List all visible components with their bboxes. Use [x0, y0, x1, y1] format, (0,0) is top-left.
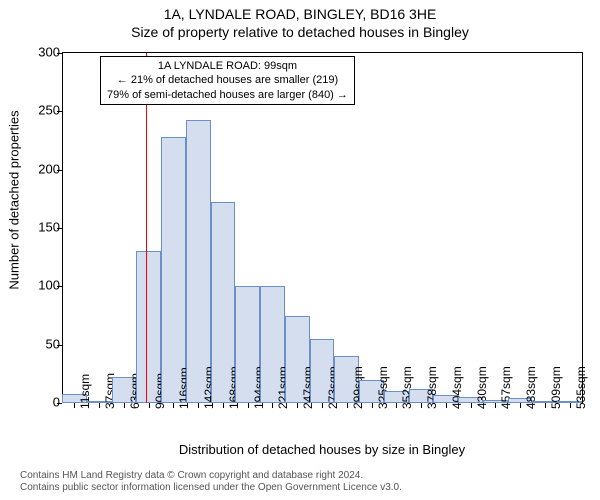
x-tick-mark — [421, 403, 422, 408]
x-tick-mark — [99, 403, 100, 408]
x-tick-mark — [124, 403, 125, 408]
y-tick-label: 50 — [30, 336, 60, 351]
annotation-line: 79% of semi-detached houses are larger (… — [107, 88, 348, 102]
footer-attribution: Contains HM Land Registry data © Crown c… — [20, 470, 402, 494]
x-tick-mark — [471, 403, 472, 408]
y-tick-label: 250 — [30, 103, 60, 118]
x-tick-mark — [297, 403, 298, 408]
x-axis-label: Distribution of detached houses by size … — [62, 442, 582, 457]
y-tick-label: 200 — [30, 161, 60, 176]
x-tick-mark — [149, 403, 150, 408]
annotation-line: ← 21% of detached houses are smaller (21… — [107, 73, 348, 87]
footer-line: Contains HM Land Registry data © Crown c… — [20, 470, 402, 482]
footer-line: Contains public sector information licen… — [20, 482, 402, 494]
x-tick-mark — [396, 403, 397, 408]
reference-line — [146, 53, 147, 403]
x-tick-mark — [570, 403, 571, 408]
x-tick-mark — [545, 403, 546, 408]
x-tick-mark — [520, 403, 521, 408]
histogram-bar — [161, 137, 186, 403]
x-tick-mark — [322, 403, 323, 408]
y-axis-label: Number of detached properties — [7, 25, 22, 375]
x-tick-mark — [372, 403, 373, 408]
y-tick-label: 300 — [30, 45, 60, 60]
y-tick-label: 0 — [30, 395, 60, 410]
y-tick-label: 100 — [30, 278, 60, 293]
x-tick-mark — [495, 403, 496, 408]
x-tick-mark — [74, 403, 75, 408]
x-tick-mark — [446, 403, 447, 408]
x-tick-mark — [272, 403, 273, 408]
x-tick-mark — [173, 403, 174, 408]
annotation-line: 1A LYNDALE ROAD: 99sqm — [107, 59, 348, 73]
chart-title-main: 1A, LYNDALE ROAD, BINGLEY, BD16 3HE — [0, 0, 600, 22]
x-tick-label: 11sqm — [78, 374, 92, 409]
x-tick-mark — [248, 403, 249, 408]
y-axis-line — [62, 53, 63, 403]
chart-title-sub: Size of property relative to detached ho… — [0, 22, 600, 40]
x-tick-mark — [198, 403, 199, 408]
x-tick-mark — [223, 403, 224, 408]
histogram-bar — [186, 120, 211, 404]
x-tick-label: 535sqm — [574, 366, 588, 409]
x-tick-mark — [347, 403, 348, 408]
y-tick-label: 150 — [30, 220, 60, 235]
annotation-box: 1A LYNDALE ROAD: 99sqm ← 21% of detached… — [100, 56, 355, 105]
